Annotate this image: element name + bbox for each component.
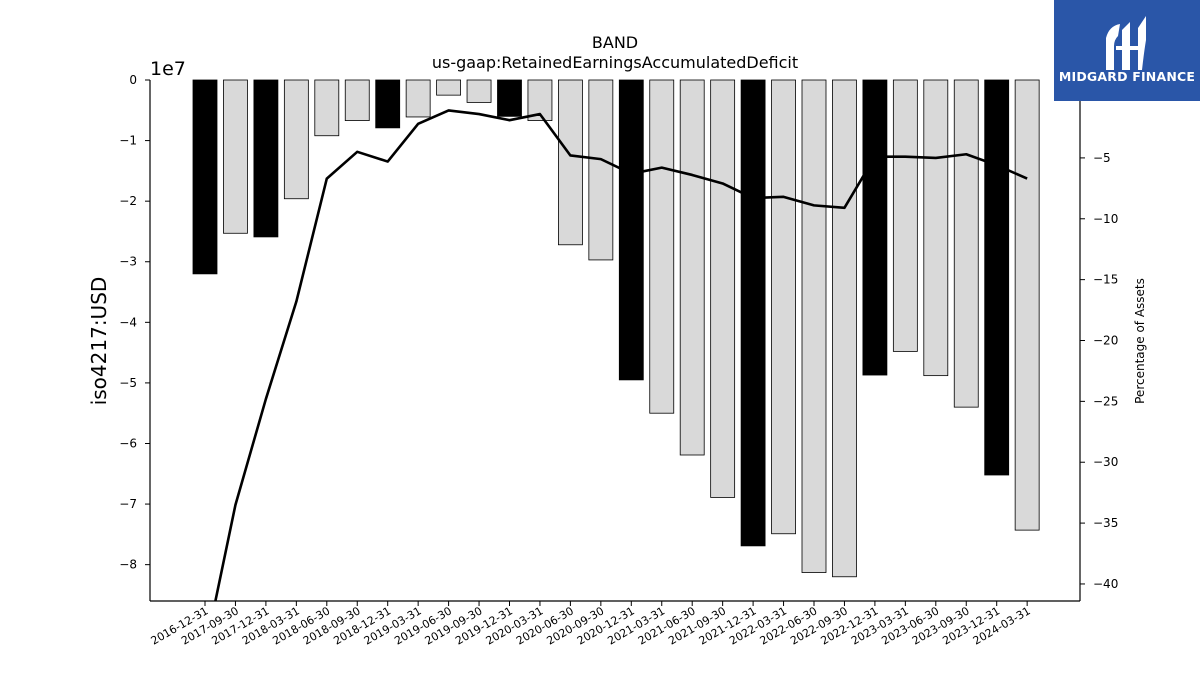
bar bbox=[192, 79, 218, 275]
bar bbox=[497, 79, 522, 117]
y2-tick-label: −15 bbox=[1093, 273, 1118, 287]
bar bbox=[558, 79, 583, 246]
y-tick-label: −1 bbox=[119, 134, 137, 148]
y-tick-label: −3 bbox=[119, 255, 137, 269]
bars-group bbox=[192, 79, 1040, 578]
bar bbox=[892, 79, 918, 352]
bar bbox=[984, 79, 1010, 476]
brand-logo: MIDGARD FINANCE bbox=[1054, 0, 1200, 101]
bar bbox=[923, 79, 949, 377]
bar bbox=[1014, 79, 1040, 531]
bar bbox=[679, 79, 705, 456]
y2-axis-label: Percentage of Assets bbox=[1133, 278, 1147, 404]
bar bbox=[801, 79, 827, 573]
bar bbox=[253, 79, 279, 238]
bar bbox=[832, 79, 857, 578]
bar bbox=[344, 79, 370, 121]
midgard-logo-icon bbox=[1106, 16, 1146, 70]
y-tick-label: −6 bbox=[119, 436, 137, 450]
bar bbox=[405, 79, 431, 118]
line-group bbox=[214, 109, 1028, 601]
y-axis-offset-label: 1e7 bbox=[150, 58, 186, 80]
bar bbox=[740, 79, 766, 547]
chart-subtitle: us-gaap:RetainedEarningsAccumulatedDefic… bbox=[432, 53, 798, 72]
y2-tick-label: −35 bbox=[1093, 516, 1118, 530]
bar bbox=[710, 79, 736, 498]
bar bbox=[375, 79, 401, 129]
bar bbox=[283, 79, 309, 200]
chart-title: BAND bbox=[592, 33, 638, 52]
y2-tick-label: −40 bbox=[1093, 577, 1118, 591]
y-tick-label: −2 bbox=[119, 194, 137, 208]
y-tick-label: −7 bbox=[119, 497, 137, 511]
logo-text: MIDGARD FINANCE bbox=[1058, 69, 1196, 84]
bar bbox=[588, 79, 614, 261]
y-tick-label: 0 bbox=[129, 73, 137, 87]
bar bbox=[223, 79, 248, 234]
y-tick-label: −5 bbox=[119, 376, 137, 390]
y2-tick-label: −5 bbox=[1093, 151, 1111, 165]
pct-assets-line bbox=[214, 109, 1028, 601]
bar bbox=[436, 79, 462, 96]
bar bbox=[771, 79, 796, 535]
bar bbox=[953, 79, 979, 408]
y2-tick-label: −25 bbox=[1093, 394, 1118, 408]
bar bbox=[314, 79, 340, 137]
bar bbox=[618, 79, 644, 381]
y-tick-label: −8 bbox=[119, 558, 137, 572]
bar bbox=[649, 79, 675, 414]
bar bbox=[862, 79, 888, 376]
bar bbox=[466, 79, 492, 103]
y2-tick-label: −10 bbox=[1093, 212, 1118, 226]
y-tick-label: −4 bbox=[119, 315, 137, 329]
y2-tick-label: −20 bbox=[1093, 334, 1118, 348]
y-axis-label: iso4217:USD bbox=[87, 277, 111, 406]
y2-tick-label: −30 bbox=[1093, 455, 1118, 469]
